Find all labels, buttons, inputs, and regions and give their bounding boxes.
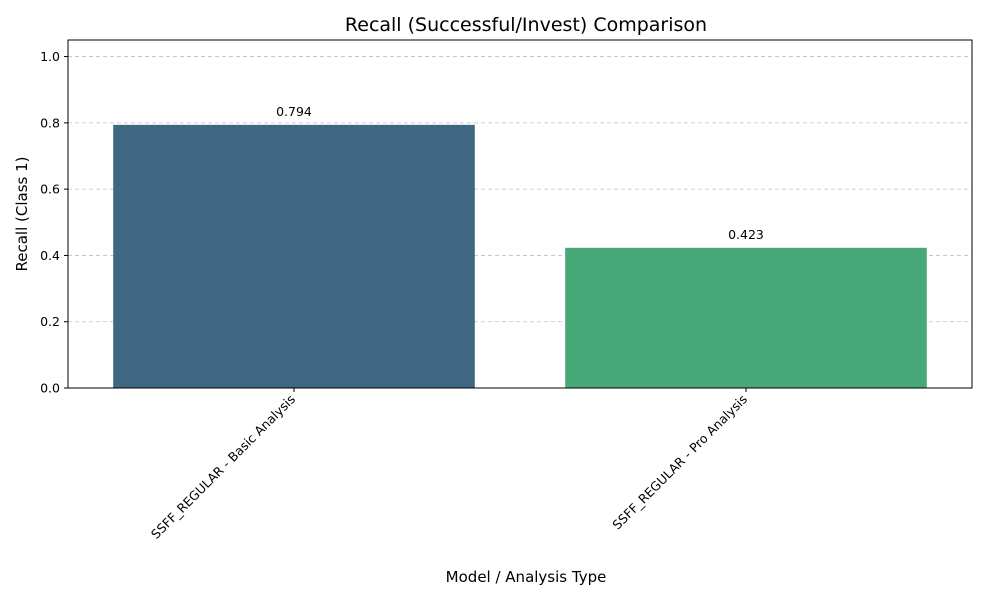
x-axis-ticks: SSFF_REGULAR - Basic Analysis SSFF_REGULA… — [148, 388, 750, 542]
y-axis-ticks: 0.0 0.2 0.4 0.6 0.8 1.0 — [40, 49, 68, 396]
y-tick-label-0: 0.0 — [40, 381, 60, 396]
bar-1 — [565, 247, 927, 388]
x-axis-label: Model / Analysis Type — [446, 568, 607, 586]
y-axis-label: Recall (Class 1) — [13, 157, 31, 272]
value-label-1: 0.423 — [728, 227, 764, 242]
y-tick-label-5: 1.0 — [40, 49, 60, 64]
chart-title: Recall (Successful/Invest) Comparison — [345, 14, 707, 36]
y-tick-label-3: 0.6 — [40, 182, 60, 197]
bar-0 — [113, 124, 475, 389]
y-tick-label-4: 0.8 — [40, 115, 60, 130]
bars-group — [113, 124, 927, 389]
x-tick-label-0: SSFF_REGULAR - Basic Analysis — [148, 392, 298, 542]
value-label-0: 0.794 — [276, 104, 312, 119]
value-labels-group: 0.794 0.423 — [276, 104, 764, 242]
y-tick-label-1: 0.2 — [40, 314, 60, 329]
plot-frame — [67, 39, 973, 389]
x-tick-label-1: SSFF_REGULAR - Pro Analysis — [609, 392, 750, 533]
y-tick-label-2: 0.4 — [40, 248, 60, 263]
